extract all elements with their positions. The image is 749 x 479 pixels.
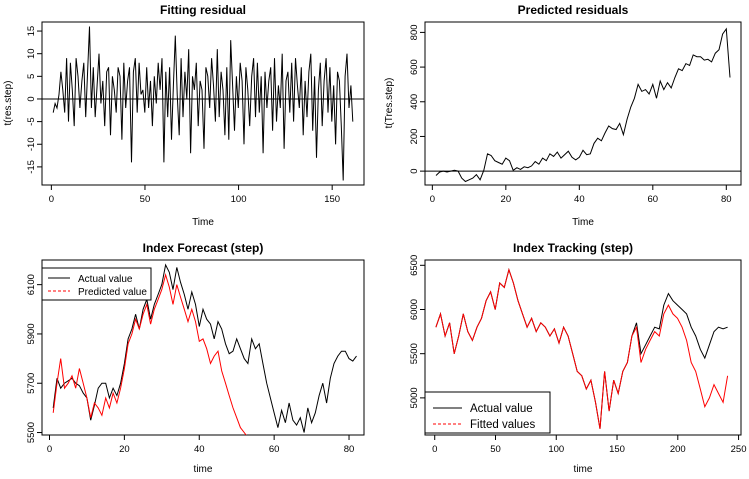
y-tick-label: 200 — [409, 129, 420, 145]
legend: Actual value Predicted value — [41, 267, 152, 301]
y-tick-label: 6100 — [26, 274, 37, 295]
x-tick-label: 0 — [47, 444, 52, 455]
y-tick-label: 600 — [409, 59, 420, 75]
legend-box — [41, 267, 152, 301]
legend-label-actual: Actual value — [78, 274, 133, 285]
x-tick-label: 40 — [574, 194, 585, 205]
y-tick-label: 5700 — [26, 373, 37, 394]
panel-predicted-residuals: Predicted residuals 0 200 400 600 800 0 20 40 60… — [384, 3, 742, 228]
y-tick-label: 5 — [26, 74, 37, 79]
x-tick-label: 0 — [432, 444, 437, 455]
x-tick-label: 80 — [344, 444, 355, 455]
y-tick-label: 10 — [26, 48, 37, 59]
x-axis-label: time — [574, 464, 593, 475]
y-tick-label: 5000 — [409, 387, 420, 408]
series-line-secondary — [52, 272, 247, 435]
x-tick-label: 0 — [430, 194, 435, 205]
panel-index-tracking: Index Tracking (step) 5000 5500 6000 6500 0 5… — [409, 241, 746, 475]
x-tick-label: 50 — [140, 194, 151, 205]
y-axis-label: t(res.step) — [3, 80, 14, 125]
y-tick-label: 15 — [26, 26, 37, 37]
y-tick-label: -10 — [26, 137, 37, 151]
x-tick-label: 100 — [548, 444, 564, 455]
series-line-primary — [52, 26, 354, 181]
series-line-primary — [435, 27, 731, 183]
x-tick-label: 40 — [194, 444, 205, 455]
x-tick-label: 200 — [670, 444, 686, 455]
x-axis-label: Time — [192, 217, 214, 228]
x-tick-label: 50 — [490, 444, 501, 455]
x-tick-label: 100 — [231, 194, 247, 205]
x-axis-label: time — [194, 464, 213, 475]
x-tick-label: 0 — [49, 194, 54, 205]
y-tick-label: -15 — [26, 160, 37, 174]
x-axis-label: Time — [572, 217, 594, 228]
x-tick-label: 80 — [721, 194, 732, 205]
y-tick-label: 0 — [409, 168, 420, 173]
chart-title: Index Tracking (step) — [513, 241, 633, 255]
y-tick-label: 800 — [409, 24, 420, 40]
y-tick-label: 0 — [26, 96, 37, 101]
series-line-secondary — [435, 267, 729, 429]
y-tick-label: 400 — [409, 94, 420, 110]
plot-frame — [41, 21, 365, 186]
legend: Actual value Fitted values — [424, 391, 551, 434]
x-tick-label: 150 — [324, 194, 340, 205]
chart-title: Predicted residuals — [518, 3, 629, 17]
legend-label-fitted: Fitted values — [470, 419, 535, 431]
y-tick-label: 5500 — [409, 343, 420, 364]
x-tick-label: 150 — [609, 444, 625, 455]
y-tick-label: -5 — [26, 117, 37, 125]
x-tick-label: 60 — [269, 444, 280, 455]
chart-title: Index Forecast (step) — [143, 241, 264, 255]
legend-box — [424, 391, 551, 434]
x-tick-label: 250 — [731, 444, 747, 455]
panel-index-forecast: Index Forecast (step) 5500 5700 5900 6100 0 2… — [26, 241, 365, 475]
y-tick-label: 6500 — [409, 255, 420, 276]
y-tick-label: 5900 — [26, 323, 37, 344]
legend-label-predicted: Predicted value — [78, 287, 147, 298]
plot-frame — [41, 259, 365, 436]
plot-frame — [424, 259, 742, 436]
series-line-primary — [52, 263, 357, 433]
x-tick-label: 20 — [119, 444, 130, 455]
legend-label-actual: Actual value — [470, 403, 533, 415]
y-axis-label: t(Tres.step) — [384, 78, 395, 129]
plot-frame — [424, 21, 742, 186]
chart-title: Fitting residual — [160, 3, 246, 17]
y-tick-label: 6000 — [409, 299, 420, 320]
x-tick-label: 20 — [501, 194, 512, 205]
x-tick-label: 60 — [648, 194, 659, 205]
y-tick-label: 5500 — [26, 422, 37, 443]
